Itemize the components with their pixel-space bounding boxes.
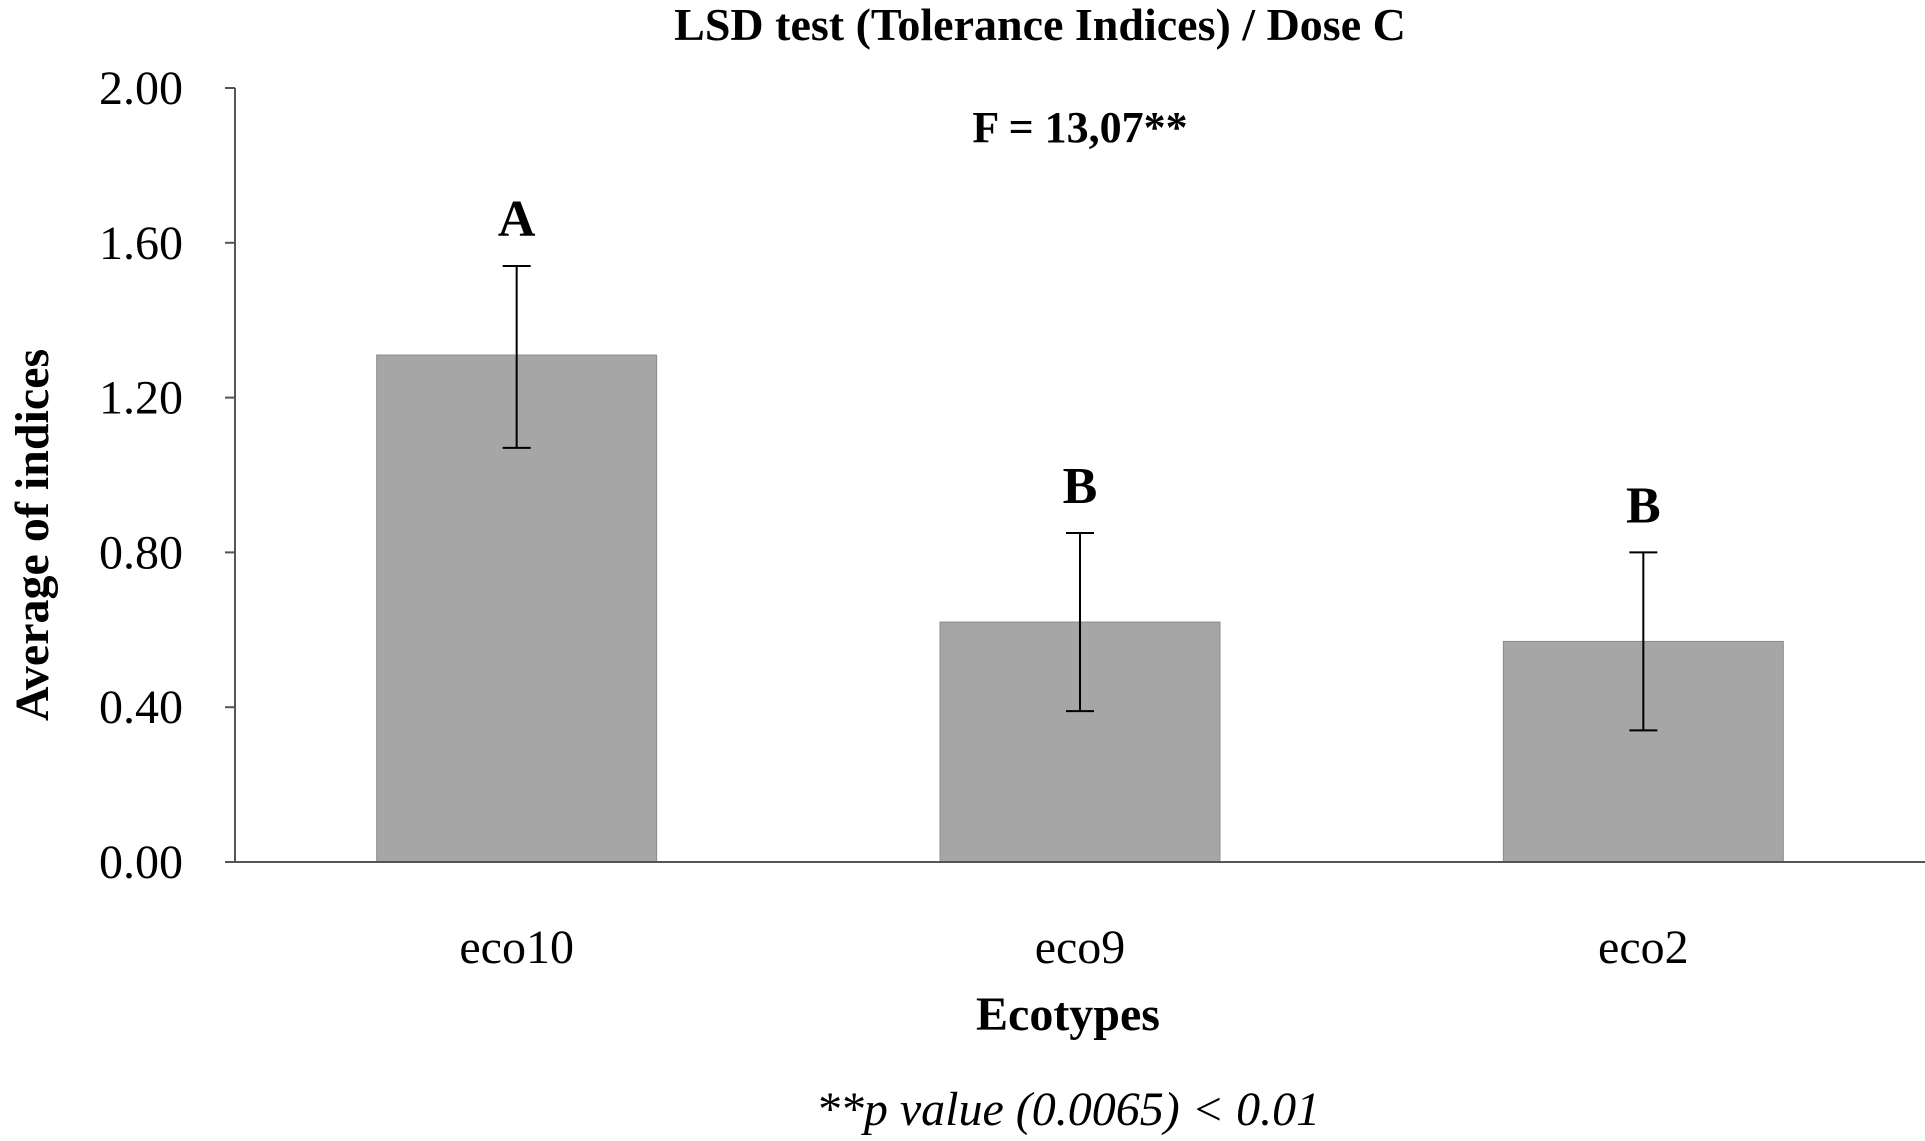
chart-title: LSD test (Tolerance Indices) / Dose C bbox=[674, 0, 1406, 50]
x-tick-label: eco2 bbox=[1598, 921, 1689, 974]
group-letter-eco10: A bbox=[498, 191, 536, 248]
group-letter-eco2: B bbox=[1626, 477, 1661, 534]
x-tick-label: eco10 bbox=[459, 921, 574, 974]
x-axis-title: Ecotypes bbox=[976, 988, 1160, 1041]
y-axis-title: Average of indices bbox=[6, 349, 59, 721]
y-tick-label: 0.80 bbox=[99, 526, 183, 579]
f-statistic-annotation: F = 13,07** bbox=[972, 103, 1187, 152]
y-tick-label: 0.40 bbox=[99, 681, 183, 734]
y-tick-label: 2.00 bbox=[99, 62, 183, 115]
group-letter-eco9: B bbox=[1063, 458, 1098, 515]
x-tick-label: eco9 bbox=[1035, 921, 1126, 974]
y-tick-label: 1.20 bbox=[99, 372, 183, 425]
p-value-footnote: **p value (0.0065) < 0.01 bbox=[816, 1083, 1320, 1136]
y-tick-label: 0.00 bbox=[99, 836, 183, 889]
y-tick-label: 1.60 bbox=[99, 217, 183, 270]
